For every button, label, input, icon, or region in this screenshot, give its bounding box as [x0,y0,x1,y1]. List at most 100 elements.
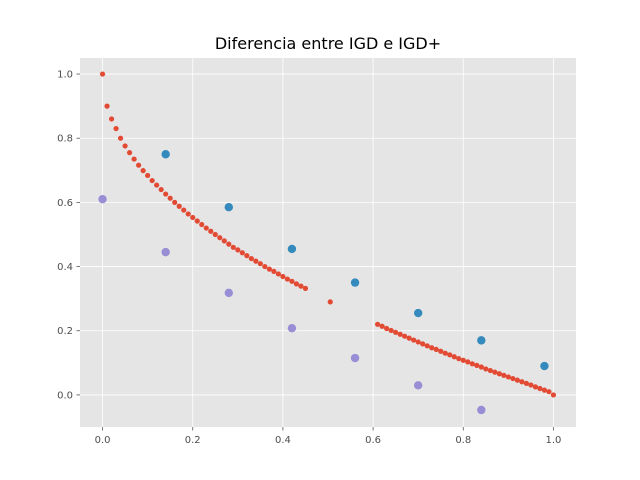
series-1-point [474,362,480,368]
series-1-point [239,250,245,256]
x-tick-label: 0.0 [95,435,111,446]
series-1-point [108,116,115,122]
series-1-point [465,359,471,365]
x-tick-label: 0.8 [455,435,471,446]
series-1-point [275,271,281,277]
series-1-point [172,199,178,205]
series-3-point [350,353,360,363]
series-1-point [221,238,227,244]
series-1-point [528,382,534,388]
chart-title: Diferencia entre IGD e IGD+ [215,34,441,53]
series-1-point [550,392,557,398]
series-1-point [487,367,493,374]
series-1-point [104,103,110,109]
plot-area [80,58,576,427]
series-1-point [415,339,421,345]
series-1-point [117,135,124,141]
series-1-point [284,276,291,282]
data-markers [98,71,557,415]
series-1-point [496,371,502,377]
x-tick-label: 0.2 [185,435,201,446]
series-1-point [185,211,191,217]
series-1-point [235,247,241,253]
series-2-point [540,361,549,371]
series-1-point [438,348,444,354]
series-1-point [388,327,394,334]
series-1-point [406,335,412,341]
series-1-point [429,345,435,351]
series-1-point [176,203,182,209]
y-tick-label: 0.6 [57,198,73,209]
series-3-point [287,323,297,333]
series-1-point [226,241,232,247]
series-1-point [298,283,304,289]
series-1-point [230,244,236,250]
series-1-point [384,325,390,332]
series-1-point [469,361,475,367]
series-1-point [181,207,187,213]
series-1-point [203,225,209,231]
series-1-point [379,323,385,329]
series-1-point [302,285,309,291]
series-2-point [224,203,233,212]
series-1-point [478,364,484,370]
series-1-point [375,321,381,327]
series-1-point [460,357,466,363]
series-1-point [420,341,426,347]
series-1-point [451,354,457,360]
x-tick-label: 1.0 [546,435,562,446]
series-1-point [501,372,507,378]
series-1-point [262,263,268,270]
series-1-point [514,377,520,383]
series-2-point [350,278,360,287]
series-1-point [131,156,137,162]
series-1-point [393,329,399,335]
series-1-point [149,177,155,184]
x-tick-label: 0.6 [365,435,381,446]
series-1-point [244,253,250,259]
series-1-point [523,380,530,386]
series-1-point [257,261,263,267]
y-tick-label: 0.0 [57,390,73,401]
axis-ticks: 0.0 0.2 0.4 0.6 0.8 1.0 0.0 0.2 0.4 0.6 0.8 1.0 [57,70,561,446]
series-1-point [492,369,498,375]
series-1-point [122,143,128,149]
series-3-point [477,405,486,415]
series-3-point [224,288,233,298]
series-1-point [266,266,272,272]
series-1-point [505,374,511,380]
y-tick-label: 0.4 [57,262,73,273]
series-1-point [327,299,333,305]
series-1-point [212,231,218,238]
series-1-point [442,350,448,356]
series-1-point [113,125,119,132]
series-1-point [402,333,408,339]
series-1-point [163,191,169,197]
x-tick-label: 0.4 [275,435,291,446]
series-2-point [161,150,170,159]
y-tick-label: 0.2 [57,326,73,337]
series-2-point [477,336,486,345]
series-1-point [158,186,164,193]
series-1-point [271,268,277,274]
series-1-point [541,387,548,393]
series-1-point [447,352,453,358]
series-1-point [167,195,173,201]
series-1-point [253,258,259,264]
series-1-point [483,366,489,372]
series-1-point [424,343,430,349]
series-1-point [519,379,525,385]
y-tick-label: 0.8 [57,134,73,145]
series-1-point [532,384,539,390]
series-1-point [293,281,300,287]
series-1-point [411,337,417,343]
series-1-point [248,255,254,262]
series-3-point [98,194,107,204]
series-1-point [537,385,543,392]
series-1-point [145,172,151,179]
series-1-point [140,168,146,174]
series-1-point [199,221,205,228]
series-1-point [280,273,286,280]
series-3-point [413,381,423,390]
